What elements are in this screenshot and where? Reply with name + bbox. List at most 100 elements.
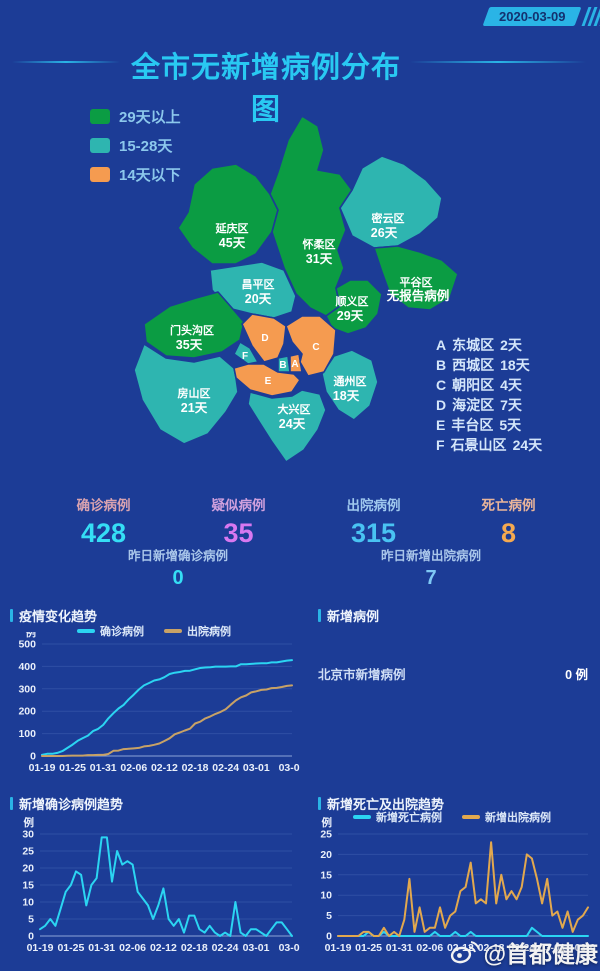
title-line-right: [410, 61, 586, 63]
stat-confirmed: 确诊病例 428: [76, 498, 131, 548]
svg-text:5: 5: [28, 914, 34, 926]
summary-stats: 确诊病例 428 疑似病例 35 出院病例 315 死亡病例 8: [36, 494, 576, 549]
svg-text:03-01: 03-01: [539, 942, 566, 954]
svg-text:03-08: 03-08: [279, 942, 300, 954]
district-chaoyang-letter: C: [312, 342, 319, 353]
svg-text:02-06: 02-06: [120, 762, 147, 774]
panel-title: 新增确诊病例趋势: [10, 794, 123, 813]
svg-text:01-25: 01-25: [59, 762, 86, 774]
svg-text:20: 20: [22, 863, 34, 875]
district-tongzhou-shape: [321, 349, 379, 421]
district-huairou-label: 怀柔区: [303, 237, 336, 251]
title-line-left: [12, 61, 120, 63]
district-tongzhou-label: 通州区: [334, 375, 367, 388]
stat-suspected: 疑似病例 35: [211, 498, 266, 548]
panel-death-discharge-trend: 新增死亡及出院趋势 新增死亡病例 新增出院病例 0 5 10 15 20 25 例 01-19 0…: [308, 790, 600, 971]
district-haidian-letter: D: [261, 333, 268, 344]
svg-text:02-18: 02-18: [182, 762, 209, 774]
list-item: A 东城区 2天: [436, 337, 522, 353]
weibo-logo-icon: [450, 941, 480, 964]
district-dongcheng-shape: [289, 353, 303, 373]
legend-label: 29天以上: [119, 109, 181, 126]
svg-text:01-25: 01-25: [355, 942, 382, 954]
legend-swatch-orange: [90, 167, 110, 182]
svg-text:10: 10: [22, 897, 34, 909]
district-pinggu-days: 无报告病例: [386, 288, 450, 303]
svg-text:02-06: 02-06: [416, 942, 443, 954]
svg-text:03-08: 03-08: [279, 762, 300, 774]
district-changping-label: 昌平区: [242, 278, 275, 291]
stat-discharged: 出院病例 315: [346, 498, 401, 548]
svg-text:300: 300: [18, 683, 36, 695]
svg-text:01-19: 01-19: [29, 762, 56, 774]
new-cases-label: 北京市新增病例: [318, 668, 406, 682]
svg-text:02-24: 02-24: [212, 942, 239, 954]
svg-text:5: 5: [326, 910, 332, 922]
beijing-districts-map: 延庆区 45天 怀柔区 31天 密云区 26天 昌平区 20天 平谷区 无报告病…: [133, 115, 459, 463]
svg-text:15: 15: [320, 869, 332, 881]
district-miyun-label: 密云区: [372, 211, 405, 225]
district-daxing-label: 大兴区: [278, 402, 311, 416]
district-mentougou-days: 35天: [176, 338, 203, 352]
list-item: F 石景山区 24天: [436, 437, 543, 453]
chart-legend: 确诊病例 出院病例: [8, 623, 300, 639]
legend-swatch-green: [90, 109, 110, 124]
line-chart-death-discharge: 0 5 10 15 20 25 例 01-19 01-25 01-31 02-06 02-12 02-1…: [308, 808, 600, 971]
svg-text:25: 25: [22, 846, 34, 858]
svg-text:400: 400: [18, 661, 36, 673]
district-shijingshan-shape: [233, 341, 259, 365]
district-pinggu-shape: [373, 245, 459, 311]
district-miyun-days: 26天: [371, 226, 398, 240]
svg-text:0: 0: [30, 751, 36, 763]
district-yanqing-label: 延庆区: [215, 221, 249, 235]
line-chart-cumulative: 0 100 200 300 400 500 例 01-19 01-25 01-31 02-06 02-…: [8, 626, 305, 783]
district-mentougou-shape: [143, 291, 245, 359]
svg-text:02-12: 02-12: [150, 942, 177, 954]
list-item: B 西城区 18天: [436, 357, 530, 373]
chart-legend: 新增死亡病例 新增出院病例: [308, 809, 596, 825]
stat-new-confirmed-yesterday: 昨日新增确诊病例 0: [127, 549, 228, 589]
yesterday-stats: 昨日新增确诊病例 0 昨日新增出院病例 7: [0, 545, 600, 590]
svg-text:500: 500: [18, 639, 36, 651]
svg-text:01-19: 01-19: [325, 942, 352, 954]
panel-daily-confirmed-trend: 新增确诊病例趋势 0 5 10 15 20 25 30 例 01-19 01-25 01-31 02-…: [8, 790, 306, 971]
list-item: E 丰台区 5天: [436, 417, 522, 433]
svg-text:例: 例: [24, 816, 35, 829]
svg-text:30: 30: [22, 829, 34, 841]
svg-text:200: 200: [18, 706, 36, 718]
svg-text:03-01: 03-01: [243, 942, 270, 954]
legend-swatch-teal: [90, 138, 110, 153]
central-district-list: A 东城区 2天 B 西城区 18天 C 朝阳区 4天 D 海淀区 7天 E 丰台区 5天 F 石景山…: [436, 338, 542, 458]
watermark-text: @首都健康: [483, 941, 598, 967]
list-item: C 朝阳区 4天: [436, 377, 522, 393]
panel-epidemic-trend: 疫情变化趋势 确诊病例 出院病例 0 100 200 300 400 500 例 01-19 01…: [8, 602, 306, 788]
title-bar-icon: [318, 797, 321, 810]
svg-text:10: 10: [320, 890, 332, 902]
svg-text:02-18: 02-18: [181, 942, 208, 954]
line-chart-daily-confirmed: 0 5 10 15 20 25 30 例 01-19 01-25 01-31 02-06 02-12 02…: [8, 808, 305, 971]
svg-text:100: 100: [18, 728, 36, 740]
svg-text:02-12: 02-12: [151, 762, 178, 774]
district-daxing-shape: [247, 389, 327, 463]
district-tongzhou-days: 18天: [333, 389, 360, 403]
svg-text:01-25: 01-25: [57, 942, 84, 954]
corner-stripes-decoration: [581, 7, 600, 26]
legend-item-15-28-days: 15-28天: [90, 135, 181, 156]
district-yanqing-days: 45天: [219, 236, 246, 250]
svg-text:15: 15: [22, 880, 34, 892]
svg-text:02-24: 02-24: [508, 942, 535, 954]
panel-title: 新增病例: [318, 606, 379, 625]
district-miyun-shape: [339, 155, 443, 249]
district-shunyi-shape: [325, 279, 383, 335]
district-fangshan-label: 房山区: [178, 386, 211, 400]
page-title: 全市无新增病例分布图: [130, 52, 401, 126]
list-item: D 海淀区 7天: [436, 397, 522, 413]
stat-new-discharged-yesterday: 昨日新增出院病例 7: [380, 549, 481, 589]
svg-text:03-01: 03-01: [243, 762, 270, 774]
weibo-watermark: @首都健康: [450, 935, 598, 969]
district-fengtai-letter: E: [265, 376, 272, 387]
svg-text:例: 例: [322, 816, 333, 829]
svg-text:02-06: 02-06: [119, 942, 146, 954]
district-huairou-days: 31天: [306, 252, 333, 266]
